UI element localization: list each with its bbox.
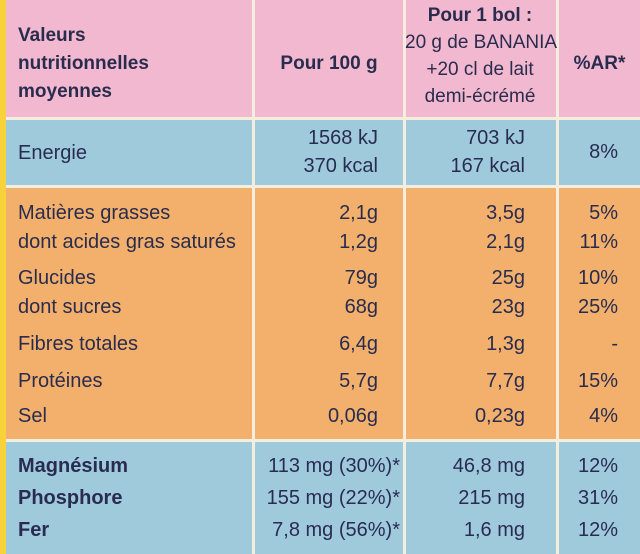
nutrient-bol: 25g	[491, 267, 525, 289]
nutrient-ar: -	[611, 333, 618, 355]
mineral-ar: 31%	[577, 487, 618, 509]
header-bol-line: demi-écrémé	[424, 86, 536, 107]
energy-per100-kj: 1568 kJ	[307, 127, 378, 149]
nutrient-label: dont sucres	[18, 296, 122, 318]
nutrient-bol: 3,5g	[486, 202, 525, 224]
header-label-line: moyennes	[18, 81, 112, 102]
nutrient-ar: 10%	[577, 267, 618, 289]
nutrient-label: Glucides	[18, 267, 96, 289]
nutrient-per100: 68g	[344, 296, 378, 318]
nutrient-per100: 2,1g	[339, 202, 378, 224]
header-ar: %AR*	[573, 53, 626, 74]
nutrient-bol: 0,23g	[474, 405, 525, 427]
energy-per100-kcal: 370 kcal	[303, 155, 379, 177]
mineral-label: Magnésium	[18, 455, 129, 477]
header-bol-line: Pour 1 bol :	[427, 5, 533, 26]
nutrient-label: Protéines	[18, 370, 103, 392]
nutrient-label: Fibres totales	[18, 333, 139, 355]
minerals-band	[6, 440, 640, 554]
nutrient-label: dont acides gras saturés	[18, 231, 236, 253]
energy-bol-kcal: 167 kcal	[450, 155, 526, 177]
header-label-line: nutritionnelles	[18, 53, 149, 74]
nutrient-bol: 23g	[491, 296, 525, 318]
energy-band	[6, 118, 640, 186]
row-divider	[6, 439, 640, 442]
energy-bol-kj: 703 kJ	[466, 127, 525, 149]
mineral-per100: 113 mg (30%)*	[268, 455, 400, 477]
mineral-bol: 1,6 mg	[463, 519, 525, 541]
nutrients-band	[6, 186, 640, 440]
nutrient-label: Matières grasses	[18, 202, 171, 224]
header-label-line: Valeurs	[18, 25, 86, 46]
column-divider	[252, 0, 255, 554]
energy-label: Energie	[18, 142, 87, 164]
nutrient-per100: 5,7g	[339, 370, 378, 392]
mineral-ar: 12%	[577, 455, 618, 477]
row-divider	[6, 117, 640, 120]
nutrient-per100: 79g	[344, 267, 378, 289]
nutrient-per100: 6,4g	[339, 333, 378, 355]
header-bol-line: +20 cl de lait	[426, 59, 534, 80]
mineral-label: Fer	[18, 519, 50, 541]
nutrient-ar: 25%	[577, 296, 618, 318]
mineral-bol: 46,8 mg	[452, 455, 525, 477]
nutrient-per100: 1,2g	[339, 231, 378, 253]
header-bol-line: 20 g de BANANIA	[405, 32, 558, 53]
nutrient-bol: 7,7g	[486, 370, 525, 392]
nutrient-ar: 5%	[589, 202, 618, 224]
nutrient-bol: 1,3g	[486, 333, 525, 355]
mineral-bol: 215 mg	[458, 487, 525, 509]
mineral-ar: 12%	[577, 519, 618, 541]
mineral-label: Phosphore	[18, 487, 123, 509]
column-divider	[403, 0, 406, 554]
nutrient-bol: 2,1g	[486, 231, 525, 253]
mineral-per100: 155 mg (22%)*	[266, 487, 400, 509]
row-divider	[6, 185, 640, 188]
nutrient-per100: 0,06g	[327, 405, 378, 427]
mineral-per100: 7,8 mg (56%)*	[272, 519, 400, 541]
nutrient-label: Sel	[18, 405, 47, 427]
column-divider	[556, 0, 559, 554]
nutrient-ar: 4%	[589, 405, 618, 427]
nutrient-ar: 15%	[577, 370, 618, 392]
header-per-100g: Pour 100 g	[280, 53, 378, 74]
energy-ar: 8%	[589, 141, 618, 163]
nutrient-ar: 11%	[579, 231, 618, 253]
header-band	[6, 0, 640, 118]
